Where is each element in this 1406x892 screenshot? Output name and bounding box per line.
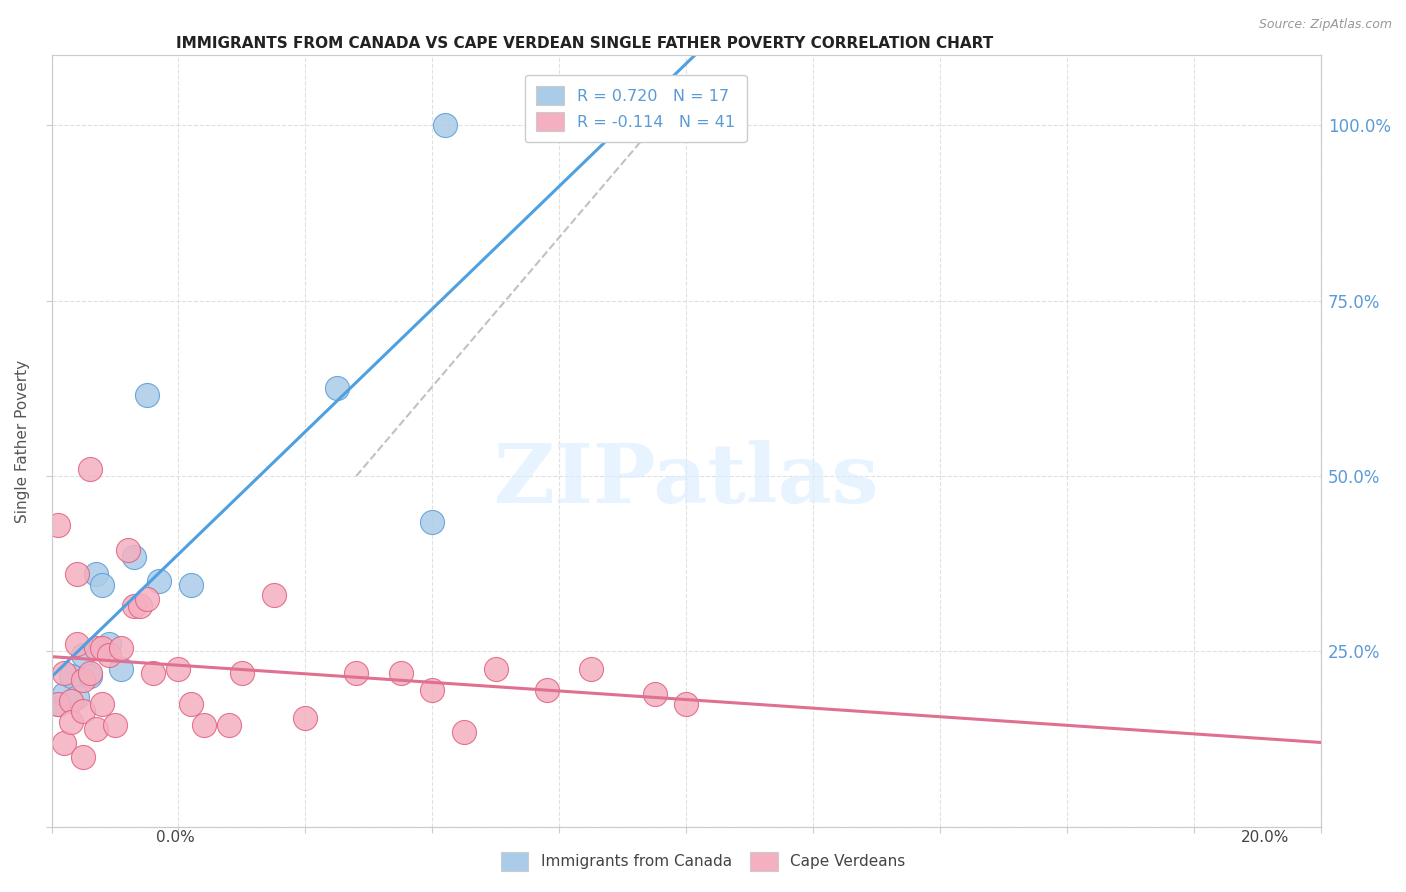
Point	[167, 662, 190, 676]
Point	[104, 718, 127, 732]
Point	[110, 662, 132, 676]
Text: 20.0%: 20.0%	[1241, 830, 1289, 845]
Point	[59, 714, 82, 729]
Point	[675, 697, 697, 711]
Point	[59, 693, 82, 707]
Point	[53, 687, 76, 701]
Point	[84, 722, 107, 736]
Point	[46, 518, 69, 533]
Legend: R = 0.720   N = 17, R = -0.114   N = 41: R = 0.720 N = 17, R = -0.114 N = 41	[524, 75, 747, 143]
Point	[434, 118, 457, 132]
Point	[579, 662, 602, 676]
Point	[72, 704, 94, 718]
Y-axis label: Single Father Poverty: Single Father Poverty	[15, 359, 30, 523]
Point	[129, 599, 152, 613]
Point	[72, 749, 94, 764]
Point	[46, 697, 69, 711]
Point	[66, 637, 89, 651]
Point	[53, 665, 76, 680]
Point	[135, 388, 157, 402]
Point	[180, 578, 202, 592]
Point	[122, 549, 145, 564]
Point	[84, 640, 107, 655]
Text: Source: ZipAtlas.com: Source: ZipAtlas.com	[1258, 18, 1392, 31]
Point	[91, 640, 114, 655]
Point	[53, 736, 76, 750]
Point	[59, 669, 82, 683]
Point	[135, 591, 157, 606]
Point	[180, 697, 202, 711]
Point	[536, 683, 558, 698]
Point	[148, 574, 170, 589]
Point	[193, 718, 215, 732]
Point	[453, 725, 475, 739]
Point	[97, 648, 120, 662]
Point	[91, 697, 114, 711]
Point	[122, 599, 145, 613]
Point	[326, 381, 349, 395]
Point	[97, 637, 120, 651]
Point	[294, 711, 316, 725]
Point	[422, 683, 444, 698]
Point	[263, 588, 285, 602]
Point	[79, 669, 101, 683]
Point	[142, 665, 165, 680]
Point	[72, 648, 94, 662]
Point	[79, 665, 101, 680]
Point	[66, 690, 89, 704]
Point	[66, 567, 89, 582]
Point	[644, 687, 666, 701]
Point	[231, 665, 253, 680]
Point	[72, 673, 94, 687]
Point	[218, 718, 240, 732]
Point	[344, 665, 367, 680]
Point	[117, 542, 139, 557]
Text: IMMIGRANTS FROM CANADA VS CAPE VERDEAN SINGLE FATHER POVERTY CORRELATION CHART: IMMIGRANTS FROM CANADA VS CAPE VERDEAN S…	[176, 36, 993, 51]
Legend: Immigrants from Canada, Cape Verdeans: Immigrants from Canada, Cape Verdeans	[492, 843, 914, 880]
Point	[84, 567, 107, 582]
Text: 0.0%: 0.0%	[156, 830, 195, 845]
Text: ZIPatlas: ZIPatlas	[494, 440, 879, 519]
Point	[485, 662, 508, 676]
Point	[46, 697, 69, 711]
Point	[91, 578, 114, 592]
Point	[110, 640, 132, 655]
Point	[79, 462, 101, 476]
Point	[389, 665, 412, 680]
Point	[422, 515, 444, 529]
